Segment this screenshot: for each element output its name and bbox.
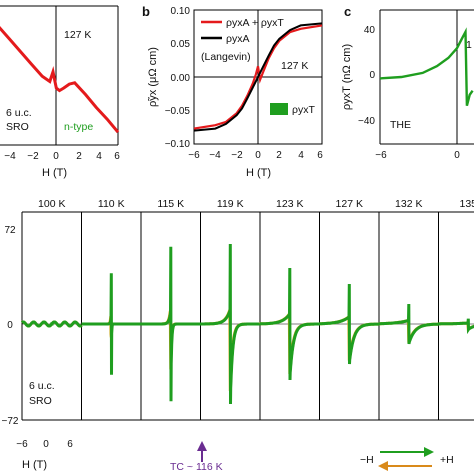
panel-b-legend-green-swatch [270,103,288,115]
panel-a-carrier-type: n-type [64,121,93,133]
panel-d-temperature-labels: 100 K 110 K 115 K 119 K 123 K 127 K 132 K 135 [38,198,474,210]
panel-d-ytick-label: 0 [7,320,13,331]
panel-d-plus-h-curve [200,243,260,405]
panel-d-plus-h-label: +H [440,454,454,466]
panel-d-temperature-label: 132 K [395,198,422,210]
panel-d-temperature-label: 123 K [276,198,303,210]
panel-d-temperature-label: 119 K [217,198,244,210]
panel-c-annotation-the: THE [390,119,411,131]
panel-b-xtick-label: 2 [276,150,282,161]
panel-b-x-ticks: −6 −4 −2 0 2 4 6 [188,150,323,161]
panel-b-series-red-line [193,24,323,130]
panel-d-plus-h-curve [438,318,474,335]
panel-b-ytick-label: −0.05 [165,106,191,117]
panel-a-material: SRO [6,121,29,133]
panel-d-dividers [21,212,439,420]
panel-d-orange-arrowhead [378,461,388,471]
panel-a-xtick-label: 0 [53,151,59,162]
panel-d-plus-h-curve [20,320,83,328]
panel-a-xtick-label: −2 [27,151,39,162]
panel-b-series-black-line [193,22,323,132]
panel-a: −4 −2 0 2 4 6 H (T) 127 K 6 u.c. SRO n-t… [0,5,120,179]
panel-c-ytick-label: −40 [358,116,375,127]
panel-b-xtick-label: −6 [188,150,200,161]
panel-d-plus-h-curve [319,283,379,365]
panel-a-xtick-label: 2 [76,151,82,162]
panel-d-green-arrowhead [424,447,434,457]
panel-d-tc-label: TC ~ 116 K [170,461,223,473]
panel-b-legend-langevin: (Langevin) [201,51,251,63]
panel-b-y-ticks: 0.10 0.05 0.00 −0.05 −0.10 [165,6,191,150]
panel-c-ylabel: ρyxT (nΩ cm) [341,44,353,110]
panel-d-plus-h-curve [81,273,141,375]
panel-d-temperature-label: 127 K [336,198,363,210]
panel-a-xtick-label: 6 [114,151,120,162]
panel-d-xtick-label: 0 [43,439,49,450]
panel-d-plus-h-curve [141,246,201,402]
panel-c-xtick-label: 0 [454,150,460,161]
panel-b-xtick-label: −4 [209,150,221,161]
panel-d-temperature-label: 135 [459,198,474,210]
panel-a-temperature: 127 K [64,29,91,41]
panel-a-xtick-label: 4 [96,151,102,162]
panel-b-legend-red-label: ρyxA + ρyxT [226,17,284,29]
panel-d-curves [20,243,474,405]
panel-c: c 40 0 −40 −6 0 ρyxT (nΩ cm) THE 1 [341,4,474,161]
panel-a-sample: 6 u.c. [6,107,32,119]
panel-a-x-ticks: −4 −2 0 2 4 6 [4,151,120,162]
panel-d-xtick-label: −6 [16,439,28,450]
panel-b-ylabel: ρ̃yx (μΩ cm) [147,47,159,107]
panel-b-xtick-label: −2 [231,150,243,161]
panel-a-xtick-label: −4 [4,151,16,162]
panel-b-ytick-label: −0.10 [165,139,191,150]
panel-b-xtick-label: 6 [317,150,323,161]
panel-d-material: SRO [29,395,52,407]
panel-d-plus-h-curve [259,267,320,381]
panel-d-xlabel: H (T) [22,459,47,471]
panel-a-series-line [0,25,120,134]
panel-d-minus-h-label: −H [360,454,374,466]
panel-d-plus-h-curve [379,303,439,345]
panel-b-legend-green-label: ρyxT [292,104,315,116]
panel-b-xtick-label: 0 [255,150,261,161]
panel-b: b 0.10 0.05 0.00 −0.05 −0.10 −6 −4 −2 0 … [142,4,323,179]
panel-d-ytick-label: 72 [4,225,16,236]
panel-c-xtick-label: −6 [375,150,387,161]
panel-d-ytick-label: −72 [2,416,19,427]
panel-c-ytick-label: 40 [364,25,376,36]
panel-c-annotation-clipped: 1 [466,39,472,51]
panel-d-temperature-label: 110 K [98,198,125,210]
panel-b-ytick-label: 0.05 [171,39,191,50]
panel-b-ytick-label: 0.10 [171,6,191,17]
panel-d-temperature-label: 115 K [157,198,184,210]
panel-a-xlabel: H (T) [42,167,67,179]
panel-d-sample: 6 u.c. [29,380,55,392]
panel-b-ytick-label: 0.00 [171,73,191,84]
panel-c-label: c [344,4,351,19]
panel-b-xlabel: H (T) [246,167,271,179]
panel-d-tc-arrowhead [197,441,207,451]
panel-b-legend-black-label: ρyxA [226,33,249,45]
panel-b-label: b [142,4,150,19]
panel-d: 100 K 110 K 115 K 119 K 123 K 127 K 132 K 135 7… [2,198,474,473]
panel-c-series-line [379,27,474,106]
panel-b-xtick-label: 4 [298,150,304,161]
panel-d-xtick-label: 6 [67,439,73,450]
panel-b-temperature: 127 K [281,60,308,72]
panel-c-ytick-label: 0 [369,70,375,81]
panel-d-temperature-label: 100 K [38,198,65,210]
